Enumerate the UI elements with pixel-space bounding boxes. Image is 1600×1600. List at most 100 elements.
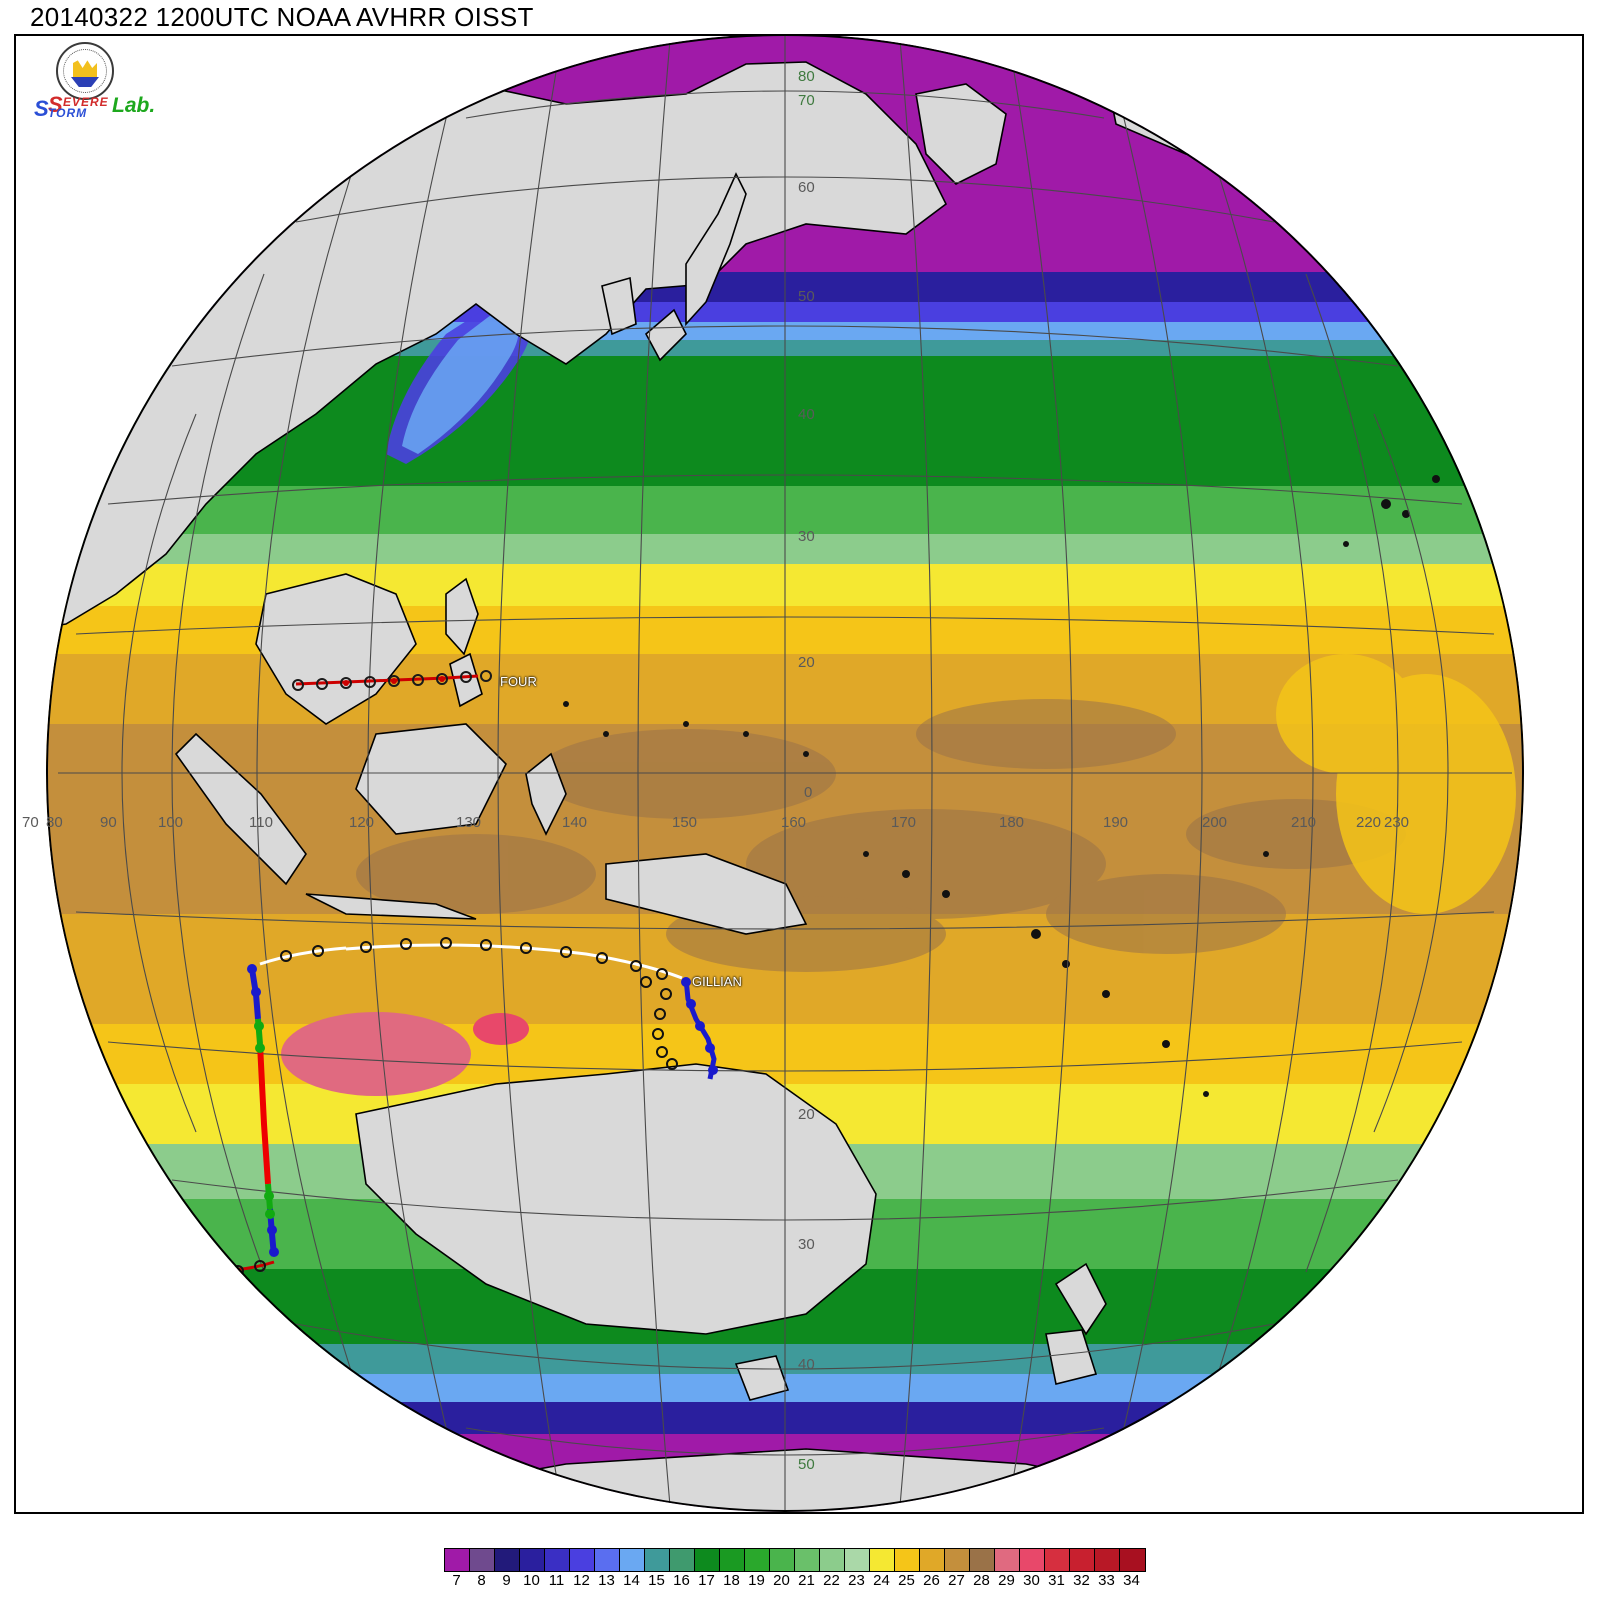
globe-container: 70 80 90 100 110 120 130 140 150 160 170 180 190 200 2… xyxy=(16,36,1582,1512)
longitude-tick-label: 70 xyxy=(22,814,39,831)
latitude-tick-label: 70 xyxy=(798,92,815,109)
storm-track-gillian xyxy=(345,937,718,1080)
longitude-tick-label: 200 xyxy=(1202,814,1228,831)
latitude-tick-label: 20 xyxy=(798,1106,815,1123)
colorbar-swatch xyxy=(720,1549,745,1571)
logo-severe-text: EVERE xyxy=(63,95,109,109)
latitude-tick-label: 50 xyxy=(798,288,815,305)
colorbar-tick-label: 19 xyxy=(748,1572,765,1589)
colorbar-tick-label: 27 xyxy=(948,1572,965,1589)
latitude-tick-label: 50 xyxy=(798,1456,815,1473)
colorbar-tick-label: 30 xyxy=(1023,1572,1040,1589)
latitude-tick-label: 20 xyxy=(798,654,815,671)
storm-label-four: FOUR xyxy=(500,674,537,689)
colorbar-swatch xyxy=(920,1549,945,1571)
colorbar-tick-label: 7 xyxy=(452,1572,461,1589)
latitude-tick-label: 40 xyxy=(798,1356,815,1373)
colorbar-swatch xyxy=(745,1549,770,1571)
logo-storm-text: TORM xyxy=(48,106,88,120)
logo-s-red: S xyxy=(48,92,63,117)
longitude-tick-label: 120 xyxy=(349,814,375,831)
colorbar-tick-label: 22 xyxy=(823,1572,840,1589)
longitude-tick-label: 90 xyxy=(100,814,117,831)
colorbar-tick-label: 34 xyxy=(1123,1572,1140,1589)
logo-s-blue: S xyxy=(34,96,49,121)
colorbar-tick-label: 33 xyxy=(1098,1572,1115,1589)
colorbar-tick-label: 16 xyxy=(673,1572,690,1589)
colorbar-swatch xyxy=(945,1549,970,1571)
colorbar-tick-label: 21 xyxy=(798,1572,815,1589)
map-frame: 70 80 90 100 110 120 130 140 150 160 170 180 190 200 2… xyxy=(14,34,1584,1514)
sst-globe xyxy=(46,36,1524,1512)
latitude-tick-label: 30 xyxy=(798,1236,815,1253)
longitude-tick-label: 180 xyxy=(999,814,1025,831)
latitude-tick-label: 40 xyxy=(798,406,815,423)
seal-icon xyxy=(56,42,114,100)
colorbar-tick-label: 28 xyxy=(973,1572,990,1589)
colorbar-swatch xyxy=(620,1549,645,1571)
sst-colorbar xyxy=(444,1548,1146,1572)
longitude-tick-label: 140 xyxy=(562,814,588,831)
sst-field xyxy=(46,36,1524,1512)
latitude-tick-label: 60 xyxy=(798,179,815,196)
longitude-tick-label: 150 xyxy=(672,814,698,831)
storm-track-four xyxy=(292,670,492,691)
latitude-tick-label: 0 xyxy=(804,784,813,801)
colorbar-swatch xyxy=(870,1549,895,1571)
colorbar-swatch xyxy=(1070,1549,1095,1571)
colorbar-swatch xyxy=(795,1549,820,1571)
colorbar-swatch xyxy=(895,1549,920,1571)
colorbar-swatch xyxy=(670,1549,695,1571)
colorbar-tick-label: 10 xyxy=(523,1572,540,1589)
colorbar-tick-label: 14 xyxy=(623,1572,640,1589)
colorbar-tick-label: 8 xyxy=(477,1572,486,1589)
sst-colorbar-ticks: 7 8 9 10 11 12 13 14 15 16 17 18 19 20 21 22 23 24 25 26 27 2… xyxy=(444,1572,1144,1589)
colorbar-tick-label: 12 xyxy=(573,1572,590,1589)
longitude-tick-label: 210 xyxy=(1291,814,1317,831)
colorbar-swatch xyxy=(545,1549,570,1571)
latitude-tick-label: 80 xyxy=(798,68,815,85)
longitude-tick-label: 130 xyxy=(456,814,482,831)
longitude-tick-label: 110 xyxy=(249,814,273,831)
colorbar-swatch xyxy=(820,1549,845,1571)
storm-track-unnamed xyxy=(145,945,347,1278)
longitude-tick-label: 220 xyxy=(1356,814,1382,831)
colorbar-tick-label: 25 xyxy=(898,1572,915,1589)
colorbar-swatch xyxy=(445,1549,470,1571)
colorbar-tick-label: 32 xyxy=(1073,1572,1090,1589)
colorbar-swatch xyxy=(695,1549,720,1571)
colorbar-swatch xyxy=(520,1549,545,1571)
colorbar-tick-label: 11 xyxy=(548,1572,565,1589)
colorbar-tick-label: 29 xyxy=(998,1572,1015,1589)
storm-label-gillian: GILLIAN xyxy=(692,974,742,989)
longitude-tick-label: 100 xyxy=(158,814,184,831)
longitude-tick-label: 190 xyxy=(1103,814,1129,831)
colorbar-swatch xyxy=(595,1549,620,1571)
seal-crown-shape xyxy=(73,60,97,78)
colorbar-tick-label: 13 xyxy=(598,1572,615,1589)
longitude-tick-label: 170 xyxy=(891,814,917,831)
page-title: 20140322 1200UTC NOAA AVHRR OISST xyxy=(30,2,534,32)
colorbar-tick-label: 26 xyxy=(923,1572,940,1589)
severe-storm-lab-logo: S S EVERE TORM Lab. xyxy=(34,40,156,130)
logo-lab-text: Lab. xyxy=(112,94,156,117)
colorbar-tick-label: 20 xyxy=(773,1572,790,1589)
colorbar-swatch xyxy=(770,1549,795,1571)
longitude-tick-label: 230 xyxy=(1384,814,1410,831)
colorbar-tick-label: 17 xyxy=(698,1572,715,1589)
colorbar-swatch xyxy=(1095,1549,1120,1571)
colorbar-swatch xyxy=(970,1549,995,1571)
colorbar-tick-label: 31 xyxy=(1048,1572,1065,1589)
longitude-tick-label: 160 xyxy=(781,814,807,831)
colorbar-tick-label: 23 xyxy=(848,1572,865,1589)
colorbar-swatch xyxy=(845,1549,870,1571)
colorbar-swatch xyxy=(470,1549,495,1571)
colorbar-swatch xyxy=(645,1549,670,1571)
colorbar-tick-label: 15 xyxy=(648,1572,665,1589)
longitude-tick-label: 80 xyxy=(46,814,63,831)
colorbar-swatch xyxy=(995,1549,1020,1571)
colorbar-tick-label: 24 xyxy=(873,1572,890,1589)
colorbar-swatch xyxy=(570,1549,595,1571)
colorbar-swatch xyxy=(1120,1549,1145,1571)
colorbar-tick-label: 9 xyxy=(502,1572,511,1589)
